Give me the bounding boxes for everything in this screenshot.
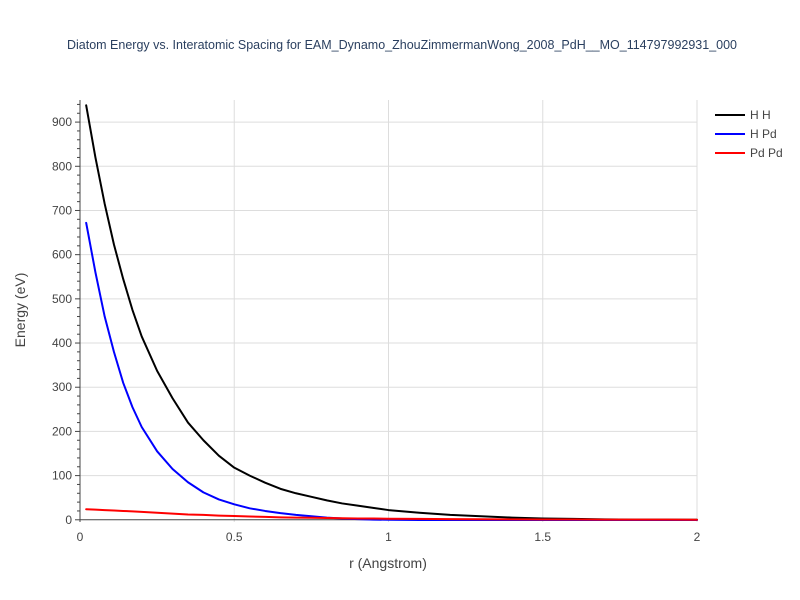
y-tick-label: 900 <box>52 115 72 129</box>
y-tick-label: 700 <box>52 203 72 217</box>
legend-label: H H <box>750 108 771 122</box>
y-tick-label: 300 <box>52 380 72 394</box>
grid-layer <box>80 100 698 522</box>
legend-label: H Pd <box>750 127 777 141</box>
y-tick-label: 200 <box>52 424 72 438</box>
x-tick-label: 2 <box>694 530 701 544</box>
x-tick-label: 0.5 <box>226 530 243 544</box>
series-line-h-h[interactable] <box>85 104 698 521</box>
legend-label: Pd Pd <box>750 146 783 160</box>
y-tick-label: 500 <box>52 292 72 306</box>
series-line-pd-pd[interactable] <box>85 508 698 521</box>
y-tick-label: 400 <box>52 336 72 350</box>
chart-title: Diatom Energy vs. Interatomic Spacing fo… <box>67 38 737 52</box>
axis-layer: 0 0.5 1 1.5 2 0 100 200 300 400 500 600 700 800 900 <box>52 100 701 544</box>
x-tick-label: 1.5 <box>534 530 551 544</box>
legend[interactable]: H H H Pd Pd Pd <box>715 108 783 160</box>
legend-item-h-pd[interactable]: H Pd <box>715 127 777 141</box>
y-axis-title: Energy (eV) <box>12 273 28 348</box>
legend-item-h-h[interactable]: H H <box>715 108 771 122</box>
y-tick-label: 600 <box>52 248 72 262</box>
legend-item-pd-pd[interactable]: Pd Pd <box>715 146 783 160</box>
y-tick-label: 0 <box>65 513 72 527</box>
series-layer <box>85 104 698 522</box>
y-tick-label: 100 <box>52 469 72 483</box>
x-axis-title: r (Angstrom) <box>349 555 427 571</box>
x-tick-label: 0 <box>77 530 84 544</box>
x-tick-label: 1 <box>385 530 392 544</box>
y-tick-label: 800 <box>52 159 72 173</box>
